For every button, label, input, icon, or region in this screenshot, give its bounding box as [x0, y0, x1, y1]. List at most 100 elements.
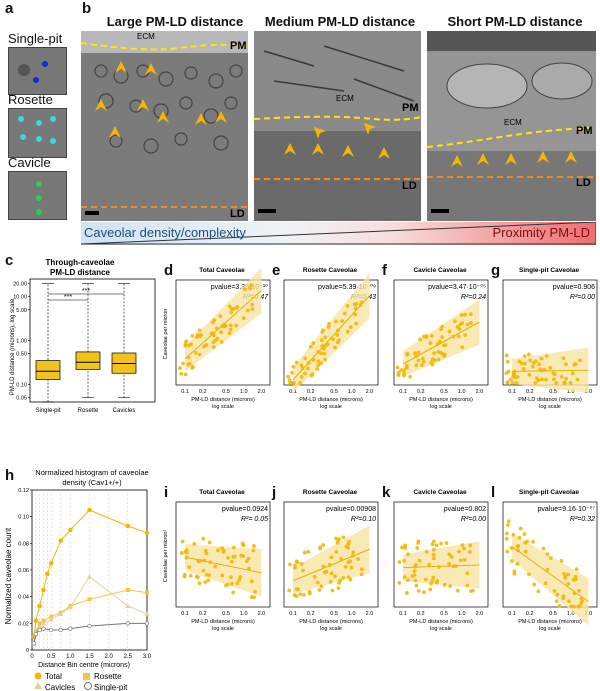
scatter-point-1-1-36 — [299, 562, 304, 566]
scatter-point-0-1-27 — [345, 304, 350, 308]
scatter-point-1-2-49 — [462, 557, 467, 562]
scatter-point-1-3-1 — [504, 536, 509, 541]
scatter-point-0-3-37 — [548, 365, 553, 370]
scatter-point-1-0-55 — [252, 595, 257, 600]
scatter-point-1-1-21 — [335, 540, 340, 545]
scatter-xlabel2-0-0: log scale — [212, 404, 234, 410]
scatter-point-0-3-42 — [504, 353, 509, 358]
panel-label-j: j — [272, 484, 277, 501]
scatter-xtick-0-1-0: 0.1 — [289, 389, 297, 395]
scatter-point-0-2-20 — [437, 339, 442, 344]
h-point-0-10 — [144, 530, 150, 535]
scatter-xlabel1-1-1: PM-LD distance (microns) — [299, 619, 363, 625]
scatter-point-1-2-47 — [430, 578, 435, 583]
scatter-xlabel2-0-1: log scale — [320, 404, 342, 410]
scatter-point-0-2-51 — [439, 327, 443, 332]
scatter-title-0-0: Total Caveolae — [199, 267, 245, 274]
h-point-0-6 — [58, 538, 64, 543]
scatter-point-1-1-19 — [302, 550, 307, 555]
scatter-point-0-1-35 — [352, 302, 357, 307]
c-xtick-0: Single-pit — [35, 408, 60, 414]
scatter-point-0-3-34 — [570, 371, 575, 376]
scatter-point-1-3-43 — [525, 539, 530, 544]
scatter-xlabel2-1-0: log scale — [212, 626, 234, 632]
scatter-point-1-3-33 — [536, 589, 541, 594]
scatter-point-0-3-27 — [505, 359, 510, 364]
scatter-point-0-1-21 — [294, 360, 299, 365]
scatter-point-1-0-20 — [235, 581, 240, 586]
scatter-point-1-3-50 — [515, 562, 520, 566]
scatter-point-1-0-3 — [179, 551, 184, 555]
scatter-point-0-1-49 — [311, 357, 316, 362]
scatter-point-0-2-33 — [421, 334, 426, 339]
scatter-xtick-1-2-2: 0.5 — [440, 611, 448, 617]
scatter-xtick-1-1-3: 1.0 — [348, 611, 356, 617]
h-point-3-8 — [125, 621, 130, 626]
scatter-point-1-2-31 — [427, 562, 432, 567]
h-point-2-3 — [41, 620, 46, 626]
scatter-point-0-0-38 — [248, 286, 253, 291]
scatter-point-0-1-33 — [342, 311, 347, 316]
h-ytick-0: 0 — [26, 648, 29, 654]
scatter-point-1-1-24 — [348, 577, 353, 582]
scatter-xlabel1-0-3: PM-LD distance (microns) — [518, 397, 582, 403]
h-title-2: density (Cav1+/+) — [62, 478, 122, 487]
scatter-point-0-1-25 — [353, 312, 357, 317]
scatter-xtick-1-2-3: 1.0 — [458, 611, 466, 617]
scatter-point-0-0-26 — [187, 361, 192, 366]
scatter-point-1-1-49 — [339, 557, 344, 561]
h-point-2-5 — [58, 611, 64, 616]
scatter-point-1-3-30 — [545, 567, 550, 572]
gradient-label-left: Caveolar density/complexity — [84, 225, 246, 240]
panel-label-d: d — [164, 262, 174, 279]
scatter-point-0-1-7 — [316, 363, 321, 368]
panel-label-e: e — [272, 262, 281, 279]
scatter-point-0-1-46 — [308, 344, 313, 349]
thumb-label-single-pit: Single-pit — [8, 31, 63, 46]
scatter-point-0-0-30 — [250, 302, 255, 307]
scatter-r2-1-1: R²=0.10 — [351, 516, 376, 523]
c-ytick-2: 0.50 — [16, 352, 27, 358]
scatter-point-0-1-29 — [333, 319, 338, 324]
scatter-l: Single-pit Caveolae pvalue=9.16·10⁻⁰⁷ R²=0… — [502, 489, 598, 632]
scatter-point-1-1-33 — [306, 549, 311, 554]
em-image-large — [81, 31, 248, 221]
scatter-point-0-2-13 — [420, 363, 424, 367]
scatter-xtick-0-2-2: 0.5 — [440, 389, 448, 395]
scatter-point-0-2-31 — [414, 363, 419, 368]
scatter-xtick-1-1-1: 0.2 — [307, 611, 315, 617]
scatter-pvalue-1-0: pvalue=0.0924 — [222, 506, 268, 513]
scatter-point-0-2-32 — [399, 368, 404, 372]
scatter-xtick-1-1-4: 2.0 — [366, 611, 374, 617]
scatter-point-0-2-35 — [436, 357, 441, 362]
scatter-point-0-0-49 — [222, 322, 227, 327]
scatter-point-0-2-45 — [402, 368, 407, 372]
scatter-point-0-1-9 — [286, 374, 290, 379]
scatter-point-1-1-53 — [333, 574, 337, 579]
scatter-point-0-2-50 — [460, 321, 465, 325]
scatter-point-1-0-36 — [229, 581, 234, 586]
scatter-point-1-2-7 — [416, 588, 421, 593]
scatter-point-1-1-23 — [359, 572, 364, 577]
scatter-point-1-2-36 — [402, 558, 407, 563]
scatter-point-0-0-36 — [198, 334, 202, 339]
scatter-pvalue-0-0: pvalue=3.35·10⁻¹⁰ — [211, 283, 268, 291]
em-title-large: Large PM-LD distance — [106, 14, 244, 29]
scatter-point-1-0-26 — [229, 559, 234, 564]
scatter-point-1-3-18 — [506, 519, 511, 524]
scatter-point-1-2-44 — [403, 543, 408, 548]
scatter-point-1-0-44 — [246, 566, 251, 571]
scatter-point-0-1-59 — [315, 367, 320, 371]
scatter-point-0-0-39 — [234, 306, 239, 311]
h-legend-cavicles: Cavicles — [45, 683, 75, 691]
c-ylabel: PM-LD distance (microns), log scale — [10, 298, 16, 395]
scatter-point-1-2-40 — [448, 584, 453, 589]
scatter-point-0-3-31 — [575, 377, 580, 382]
scatter-point-1-0-18 — [201, 568, 206, 573]
h-xtick-1: 0.5 — [47, 654, 56, 660]
scatter-point-1-3-3 — [518, 526, 523, 531]
scatter-i: Total Caveolae pvalue=0.0924 R²= 0.05 Caveo… — [163, 489, 271, 632]
scatter-point-0-1-5 — [298, 381, 302, 385]
scatter-point-0-0-57 — [183, 372, 188, 377]
scatter-point-0-3-22 — [534, 376, 539, 381]
